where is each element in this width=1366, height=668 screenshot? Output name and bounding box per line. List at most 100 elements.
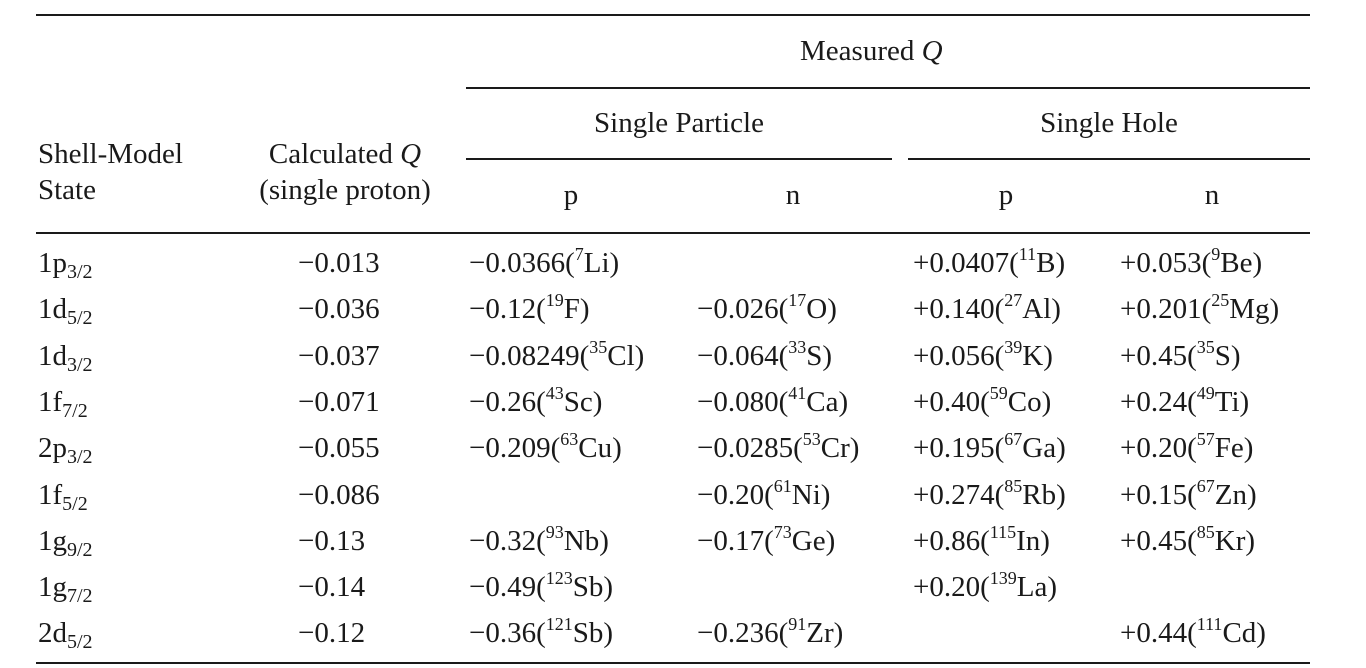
measured-q-cell-shn: +0.44(111Cd) — [1120, 614, 1266, 650]
mass-number: 63 — [560, 429, 579, 450]
mass-number: 123 — [545, 568, 573, 589]
element-symbol: B) — [1036, 247, 1066, 279]
measured-q-cell-spp: −0.209(63Cu) — [469, 429, 622, 465]
q-value: +0.45( — [1120, 524, 1197, 557]
mass-number: 35 — [1196, 336, 1215, 357]
measured-q-cell-spp: −0.08249(35Cl) — [469, 338, 645, 373]
element-symbol: Sb) — [572, 571, 614, 604]
state-j: 5/2 — [67, 307, 93, 330]
state-j: 3/2 — [67, 261, 93, 283]
mass-number: 49 — [1196, 382, 1215, 403]
calculated-q-header: Calculated Q — [240, 137, 450, 171]
state-header-line1: Shell-Model — [38, 138, 183, 170]
measured-q-cell-shp: +0.195(67Ga) — [913, 430, 1066, 465]
calculated-q-cell: −0.055 — [298, 432, 380, 465]
q-value: −0.0366( — [469, 247, 575, 279]
q-value: −0.49( — [469, 571, 546, 604]
q-value: +0.053( — [1120, 247, 1212, 279]
q-value: +0.20( — [913, 571, 990, 604]
mass-number: 85 — [1004, 475, 1023, 496]
state-l: f — [52, 478, 63, 511]
element-symbol: Ti) — [1214, 385, 1250, 418]
element-symbol: Cl) — [607, 339, 645, 372]
state-j: 5/2 — [62, 492, 88, 515]
state-cell: 1g9/2 — [38, 524, 93, 561]
q-value: +0.274( — [913, 478, 1005, 511]
state-n: 1 — [38, 385, 53, 418]
state-cell: 2d5/2 — [38, 616, 93, 652]
mass-number: 93 — [545, 521, 564, 542]
measured-q-cell-spp: −0.12(19F) — [469, 291, 590, 326]
state-l: p — [52, 247, 68, 279]
measured-q-symbol: Q — [921, 35, 943, 67]
measured-q-header: Measured Q — [800, 34, 943, 68]
q-value: +0.86( — [913, 524, 990, 557]
measured-q-cell-shp: +0.20(139La) — [913, 568, 1057, 604]
calculated-q-cell: −0.071 — [298, 385, 380, 418]
measured-q-cell-shp: +0.140(27Al) — [913, 291, 1061, 326]
calculated-q-cell: −0.013 — [298, 247, 380, 279]
mass-number: 73 — [773, 521, 792, 542]
q-value: −0.32( — [469, 524, 546, 557]
measured-q-cell-shp: +0.274(85Rb) — [913, 475, 1066, 512]
mass-number: 139 — [989, 568, 1017, 589]
state-cell: 1d3/2 — [38, 339, 93, 375]
calculated-q-symbol: Q — [400, 138, 422, 170]
element-symbol: Ni) — [791, 478, 831, 511]
mass-number: 57 — [1196, 429, 1215, 450]
mass-number: 111 — [1196, 614, 1223, 635]
sh-p-header: p — [998, 179, 1014, 211]
measured-q-cell-spn: −0.0285(53Cr) — [697, 429, 859, 465]
mass-number: 33 — [788, 336, 807, 357]
q-value: +0.201( — [1120, 293, 1212, 326]
state-n: 1 — [38, 339, 53, 372]
state-cell: 1f5/2 — [38, 478, 88, 515]
calculated-q-cell: −0.14 — [298, 571, 366, 604]
mass-number: 53 — [802, 429, 821, 450]
header-bottom-rule — [36, 232, 1310, 234]
q-value: −0.26( — [469, 385, 546, 418]
element-symbol: Nb) — [563, 524, 609, 557]
state-n: 1 — [38, 293, 53, 326]
measured-q-cell-spn: −0.080(41Ca) — [697, 382, 848, 419]
mass-number: 7 — [574, 244, 584, 264]
measured-q-cell-spp: −0.36(121Sb) — [469, 615, 613, 650]
mass-number: 41 — [788, 382, 807, 403]
mass-number: 91 — [788, 614, 807, 635]
mass-number: 61 — [773, 475, 792, 496]
state-l: g — [52, 571, 68, 604]
element-symbol: Be) — [1220, 247, 1263, 279]
measured-q-cell-shn: +0.201(25Mg) — [1120, 291, 1279, 326]
element-symbol: Al) — [1022, 293, 1061, 326]
measured-q-label: Measured — [800, 35, 915, 67]
measured-q-cell-spp: −0.0366(7Li) — [469, 244, 619, 280]
state-j: 9/2 — [67, 538, 93, 561]
calculated-q-cell: −0.037 — [298, 339, 380, 372]
measured-q-cell-shn: +0.053(9Be) — [1120, 245, 1263, 280]
measured-q-cell-spp: −0.26(43Sc) — [469, 384, 602, 419]
measured-q-cell-shp: +0.40(59Co) — [913, 384, 1051, 419]
calculated-q-cell: −0.12 — [298, 617, 366, 650]
state-j: 7/2 — [67, 585, 93, 608]
calculated-q-cell: −0.13 — [298, 524, 366, 557]
state-header-line2: State — [38, 174, 96, 206]
element-symbol: Zn) — [1214, 478, 1257, 511]
calculated-q-label: Calculated — [268, 138, 393, 170]
element-symbol: S) — [1214, 339, 1241, 372]
measured-q-cell-spn: −0.236(91Zr) — [697, 614, 843, 650]
q-value: −0.236( — [697, 617, 789, 650]
sp-p-header: p — [563, 179, 579, 211]
mass-number: 115 — [989, 521, 1017, 542]
state-cell: 1p3/2 — [38, 246, 93, 283]
state-cell: 1g7/2 — [38, 570, 93, 608]
measured-q-cell-spp: −0.49(123Sb) — [469, 568, 614, 604]
measured-q-cell-spn: −0.064(33S) — [697, 336, 832, 373]
element-symbol: Ga) — [1022, 432, 1066, 465]
q-value: +0.140( — [913, 293, 1005, 326]
element-symbol: Rb) — [1022, 478, 1066, 511]
state-n: 2 — [38, 617, 53, 650]
q-value: +0.0407( — [913, 247, 1019, 279]
calculated-q-subheader: (single proton) — [259, 174, 431, 206]
table-bottom-rule — [36, 662, 1310, 664]
element-symbol: Cd) — [1222, 617, 1266, 650]
